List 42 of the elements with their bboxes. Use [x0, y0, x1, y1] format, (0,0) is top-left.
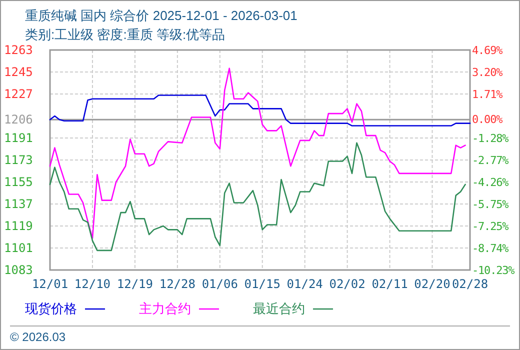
y-tick-label: 1227: [4, 87, 33, 101]
x-tick-label: 02/28: [452, 277, 488, 291]
y-tick-label: 1173: [4, 153, 33, 167]
x-tick-label: 12/10: [74, 277, 111, 291]
x-tick-label: 01/24: [286, 277, 323, 291]
y-tick-label: 1083: [4, 263, 33, 277]
text: © 2026.03: [10, 330, 66, 344]
y-tick-label: 1137: [4, 197, 33, 211]
legend-label: 现货价格: [25, 301, 77, 316]
chart-title: 重质纯碱 国内 综合价 2025-12-01 - 2026-03-01: [25, 8, 298, 23]
y2-tick-label: -7.25%: [472, 220, 510, 234]
y2-tick-label: -2.77%: [472, 154, 510, 167]
y2-tick-label: -8.74%: [472, 242, 510, 256]
y-tick-label: 1263: [4, 43, 33, 57]
y2-tick-label: -5.75%: [472, 198, 510, 211]
y-tick-label: 1245: [4, 65, 33, 79]
x-tick-label: 12/01: [32, 277, 68, 291]
legend-label: 主力合约: [139, 301, 191, 316]
x-tick-label: 12/19: [116, 277, 154, 291]
y-tick-label: 1155: [4, 175, 33, 189]
y2-tick-label: -10.23%: [472, 264, 516, 277]
x-tick-label: 02/02: [329, 277, 366, 291]
y-tick-label: 1119: [4, 219, 33, 233]
x-tick-label: 01/06: [202, 277, 238, 291]
line-series: [49, 94, 471, 126]
x-tick-label: 01/15: [244, 277, 280, 291]
chart-subtitle: 类别:工业级 密度:重质 等级:优等品: [25, 27, 226, 42]
y2-tick-label: 1.71%: [472, 88, 504, 101]
x-tick-label: 02/20: [414, 277, 450, 291]
x-tick-label: 02/11: [372, 277, 408, 291]
y2-tick-label: 4.69%: [472, 44, 504, 57]
y-tick-label: 1101: [4, 241, 33, 255]
legend-label: 最近合约: [253, 301, 305, 316]
line-series: [49, 142, 466, 252]
y2-tick-label: -1.28%: [472, 132, 510, 146]
y-tick-label: 1206: [4, 112, 33, 127]
x-tick-label: 12/28: [159, 277, 196, 291]
y-tick-label: 1191: [4, 131, 33, 145]
y2-tick-label: 0.00%: [472, 113, 504, 126]
y2-tick-label: 3.20%: [472, 66, 504, 79]
line-series: [49, 68, 466, 239]
y2-tick-label: -4.26%: [472, 176, 510, 189]
